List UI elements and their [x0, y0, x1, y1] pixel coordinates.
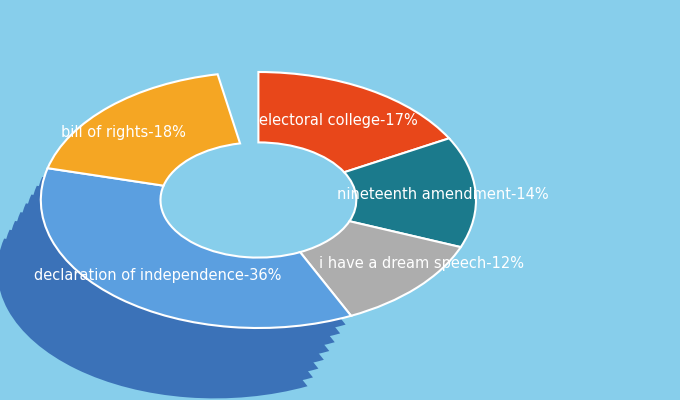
- Wedge shape: [48, 74, 240, 186]
- Wedge shape: [19, 203, 329, 363]
- Wedge shape: [344, 138, 476, 247]
- Text: nineteenth amendment-14%: nineteenth amendment-14%: [337, 187, 549, 202]
- Wedge shape: [30, 186, 340, 346]
- Wedge shape: [258, 72, 449, 172]
- Wedge shape: [3, 230, 313, 390]
- Wedge shape: [8, 221, 318, 381]
- Text: bill of rights-18%: bill of rights-18%: [61, 125, 186, 140]
- Wedge shape: [35, 177, 345, 337]
- Text: declaration of independence-36%: declaration of independence-36%: [34, 268, 282, 283]
- Wedge shape: [300, 221, 461, 316]
- Text: electoral college-17%: electoral college-17%: [259, 113, 418, 128]
- Wedge shape: [0, 238, 307, 398]
- Wedge shape: [41, 168, 351, 328]
- Wedge shape: [14, 212, 324, 372]
- Wedge shape: [24, 194, 335, 354]
- Text: i have a dream speech-12%: i have a dream speech-12%: [318, 256, 524, 271]
